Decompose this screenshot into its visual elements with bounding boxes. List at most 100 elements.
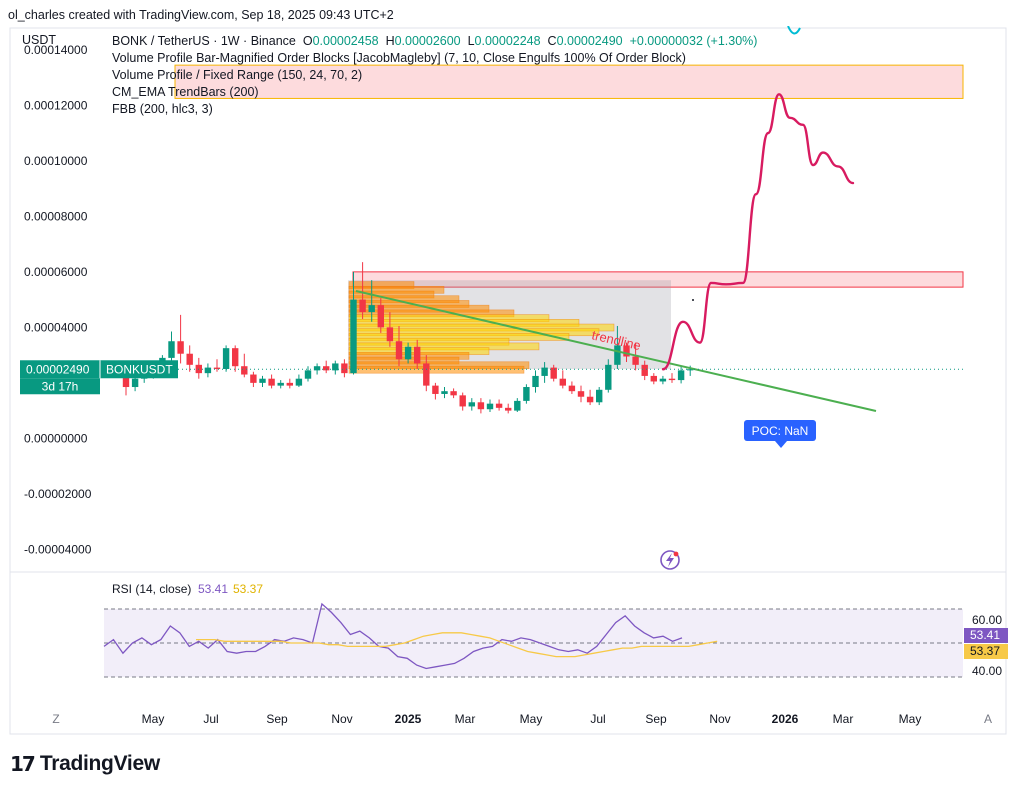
candle-body bbox=[632, 356, 639, 365]
candle-body bbox=[614, 345, 621, 365]
auto-scale-button[interactable]: A bbox=[984, 712, 992, 726]
candle-body bbox=[232, 348, 239, 367]
candle-body bbox=[286, 382, 293, 386]
candle-body bbox=[568, 385, 576, 392]
tradingview-mark-icon: 17 bbox=[10, 752, 36, 776]
symbol-title[interactable]: BONK / TetherUS · 1W · Binance bbox=[112, 34, 296, 48]
candle-body bbox=[395, 341, 403, 360]
dot-mark bbox=[692, 299, 694, 301]
y-tick-label: -0.00002000 bbox=[24, 487, 92, 501]
chart-legend: BONK / TetherUS · 1W · Binance O0.000024… bbox=[112, 33, 757, 118]
candle-body bbox=[204, 367, 212, 374]
candle-body bbox=[477, 402, 485, 410]
candle-body bbox=[304, 370, 312, 379]
candle-body bbox=[577, 391, 585, 397]
x-tick-label: Sep bbox=[266, 712, 288, 726]
indicator-order-blocks[interactable]: Volume Profile Bar-Magnified Order Block… bbox=[112, 51, 686, 65]
price-tag-value: 0.00002490 bbox=[26, 362, 90, 376]
indicator-ema-trendbars[interactable]: CM_EMA TrendBars (200) bbox=[112, 85, 259, 99]
brush-mark bbox=[787, 25, 801, 35]
candle-body bbox=[277, 382, 284, 386]
price-tag: 0.00002490 BONKUSDT 3d 17h bbox=[20, 360, 178, 395]
x-tick-label: 2026 bbox=[772, 712, 799, 726]
candle-body bbox=[586, 396, 594, 403]
y-tick-label: 0.00008000 bbox=[24, 209, 88, 223]
price-tag-symbol: BONKUSDT bbox=[106, 362, 173, 376]
candle-body bbox=[541, 367, 548, 376]
candle-body bbox=[605, 364, 612, 390]
top-resistance-zone bbox=[174, 64, 964, 99]
low-label: L bbox=[467, 34, 475, 48]
currency-label: USDT bbox=[22, 33, 57, 47]
candle-body bbox=[523, 387, 530, 401]
y-tick-label: -0.00004000 bbox=[24, 542, 92, 556]
candle-body bbox=[313, 366, 321, 371]
candle-body bbox=[131, 378, 139, 388]
candle-body bbox=[459, 395, 466, 407]
candle-body bbox=[368, 305, 375, 313]
bolt-icon bbox=[660, 550, 680, 570]
candle-body bbox=[650, 375, 657, 382]
indicator-volume-profile[interactable]: Volume Profile / Fixed Range (150, 24, 7… bbox=[112, 68, 363, 82]
rsi-value-legend: 53.41 bbox=[198, 582, 228, 596]
y-tick-label: 0.00004000 bbox=[24, 320, 88, 334]
candle-body bbox=[559, 378, 566, 386]
poc-label: POC: NaN bbox=[744, 420, 816, 448]
candle-body bbox=[495, 403, 503, 408]
x-tick-label: May bbox=[899, 712, 922, 726]
x-tick-label: Mar bbox=[455, 712, 476, 726]
rsi-lower-label: 40.00 bbox=[972, 664, 1002, 678]
candle-body bbox=[213, 367, 221, 369]
candle-body bbox=[268, 378, 275, 386]
y-tick-label: 0.00006000 bbox=[24, 265, 88, 279]
candle-body bbox=[423, 363, 430, 386]
indicator-fbb[interactable]: FBB (200, hlc3, 3) bbox=[112, 102, 213, 116]
candle-body bbox=[259, 378, 266, 383]
candle-body bbox=[550, 367, 557, 379]
candle-body bbox=[514, 400, 521, 411]
low-value: 0.00002248 bbox=[474, 34, 541, 48]
poc-label-text: POC: NaN bbox=[752, 424, 809, 438]
candle-body bbox=[468, 402, 475, 407]
candle-body bbox=[377, 305, 384, 328]
candle-body bbox=[414, 346, 421, 364]
chart-caption: ol_charles created with TradingView.com,… bbox=[8, 8, 394, 22]
x-tick-label: Mar bbox=[833, 712, 854, 726]
candle-body bbox=[122, 375, 130, 388]
candle-body bbox=[623, 345, 630, 357]
high-label: H bbox=[385, 34, 395, 48]
chart-border bbox=[9, 27, 1007, 735]
rsi-value-tag bbox=[964, 628, 1008, 643]
candle-body bbox=[441, 391, 448, 394]
tradingview-wordmark: TradingView bbox=[39, 752, 160, 775]
candle-body bbox=[668, 378, 676, 381]
candle-body bbox=[323, 366, 330, 371]
candle-body bbox=[532, 375, 539, 388]
rsi-title: RSI (14, close) bbox=[112, 582, 191, 596]
x-tick-label: Jul bbox=[203, 712, 218, 726]
close-value: 0.00002490 bbox=[556, 34, 623, 48]
price-chart[interactable]: 0.00014000 0.00012000 0.00010000 0.00008000… bbox=[8, 25, 1008, 736]
y-tick-label: 0.00014000 bbox=[24, 43, 88, 57]
zoom-button[interactable]: Z bbox=[52, 712, 59, 726]
x-tick-label: Sep bbox=[645, 712, 667, 726]
tradingview-logo[interactable]: 17 TradingView bbox=[10, 752, 160, 776]
candle-body bbox=[168, 341, 175, 358]
rsi-ma-value-legend: 53.37 bbox=[233, 582, 263, 596]
x-tick-label: Nov bbox=[331, 712, 352, 726]
price-tag-countdown: 3d 17h bbox=[42, 379, 79, 393]
candle-body bbox=[505, 407, 512, 411]
x-tick-label: 2025 bbox=[395, 712, 422, 726]
x-tick-label: May bbox=[142, 712, 165, 726]
rsi-ma-tag-text: 53.37 bbox=[970, 644, 1000, 658]
candle-body bbox=[295, 378, 303, 386]
candle-body bbox=[332, 363, 339, 371]
y-tick-label: 0.00012000 bbox=[24, 98, 88, 112]
candle-body bbox=[486, 403, 494, 410]
candle-body bbox=[404, 346, 412, 360]
x-tick-label: Nov bbox=[709, 712, 730, 726]
projection-drawing bbox=[661, 93, 855, 371]
candle-body bbox=[641, 364, 648, 376]
candle-body bbox=[596, 389, 603, 403]
candle-body bbox=[450, 391, 457, 396]
